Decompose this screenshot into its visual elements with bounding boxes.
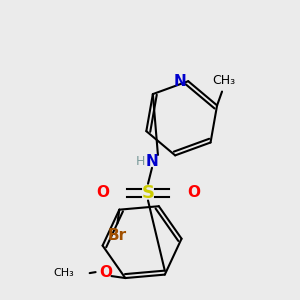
- Text: CH₃: CH₃: [212, 74, 236, 87]
- Text: CH₃: CH₃: [53, 268, 74, 278]
- Text: N: N: [174, 74, 187, 89]
- Text: O: O: [99, 265, 112, 280]
- Text: S: S: [142, 184, 154, 202]
- Text: Br: Br: [108, 228, 127, 243]
- Text: N: N: [146, 154, 158, 169]
- Text: O: O: [96, 185, 109, 200]
- Text: H: H: [135, 155, 145, 168]
- Text: O: O: [187, 185, 200, 200]
